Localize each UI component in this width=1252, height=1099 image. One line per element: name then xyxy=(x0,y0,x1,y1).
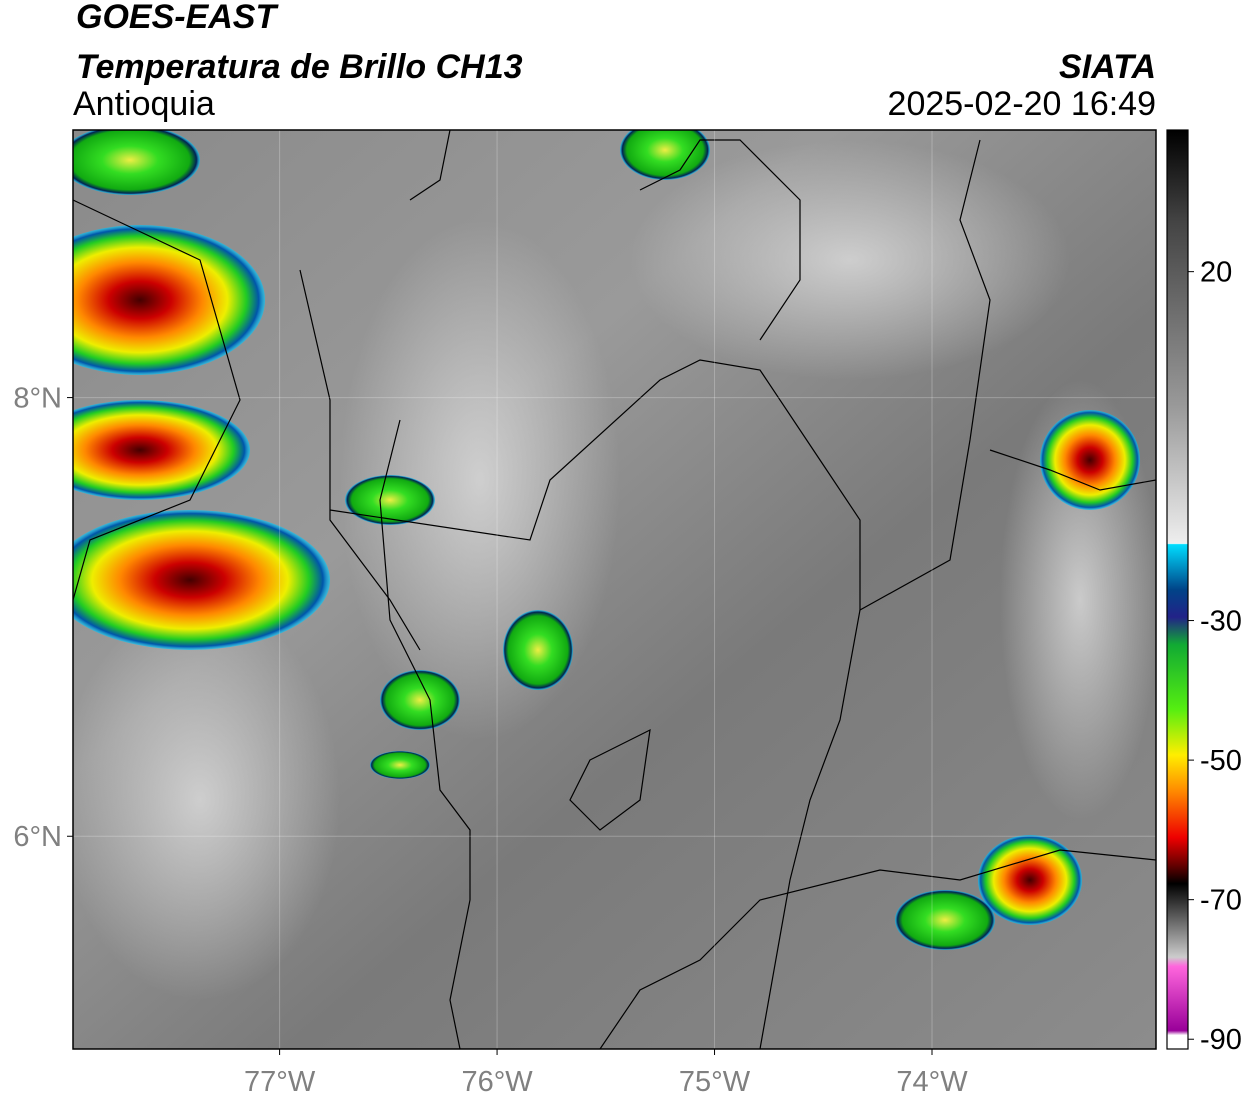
colorbar xyxy=(1166,129,1189,1050)
colorbar-tick-label: 20 xyxy=(1200,257,1232,289)
subtitle: Temperatura de Brillo CH13 xyxy=(76,48,523,86)
colorbar-tick-label: -70 xyxy=(1200,885,1242,917)
imagery xyxy=(73,130,1156,1049)
x-tick-label: 77°W xyxy=(244,1066,316,1098)
x-tick-label: 74°W xyxy=(896,1066,968,1098)
colorbar-tick-label: -90 xyxy=(1200,1024,1242,1056)
region: Antioquia xyxy=(73,85,215,123)
map-frame xyxy=(72,129,1157,1050)
source: SIATA xyxy=(1059,48,1156,86)
colorbar-tick-label: -30 xyxy=(1200,606,1242,638)
x-tick-label: 75°W xyxy=(679,1066,751,1098)
datetime: 2025-02-20 16:49 xyxy=(888,85,1156,123)
colorbar-tick-label: -50 xyxy=(1200,745,1242,777)
x-tick-label: 76°W xyxy=(461,1066,533,1098)
y-tick-label: 6°N xyxy=(13,821,62,853)
grid xyxy=(73,130,1156,1049)
title: GOES-EAST xyxy=(76,0,279,36)
y-tick-label: 8°N xyxy=(13,383,62,415)
